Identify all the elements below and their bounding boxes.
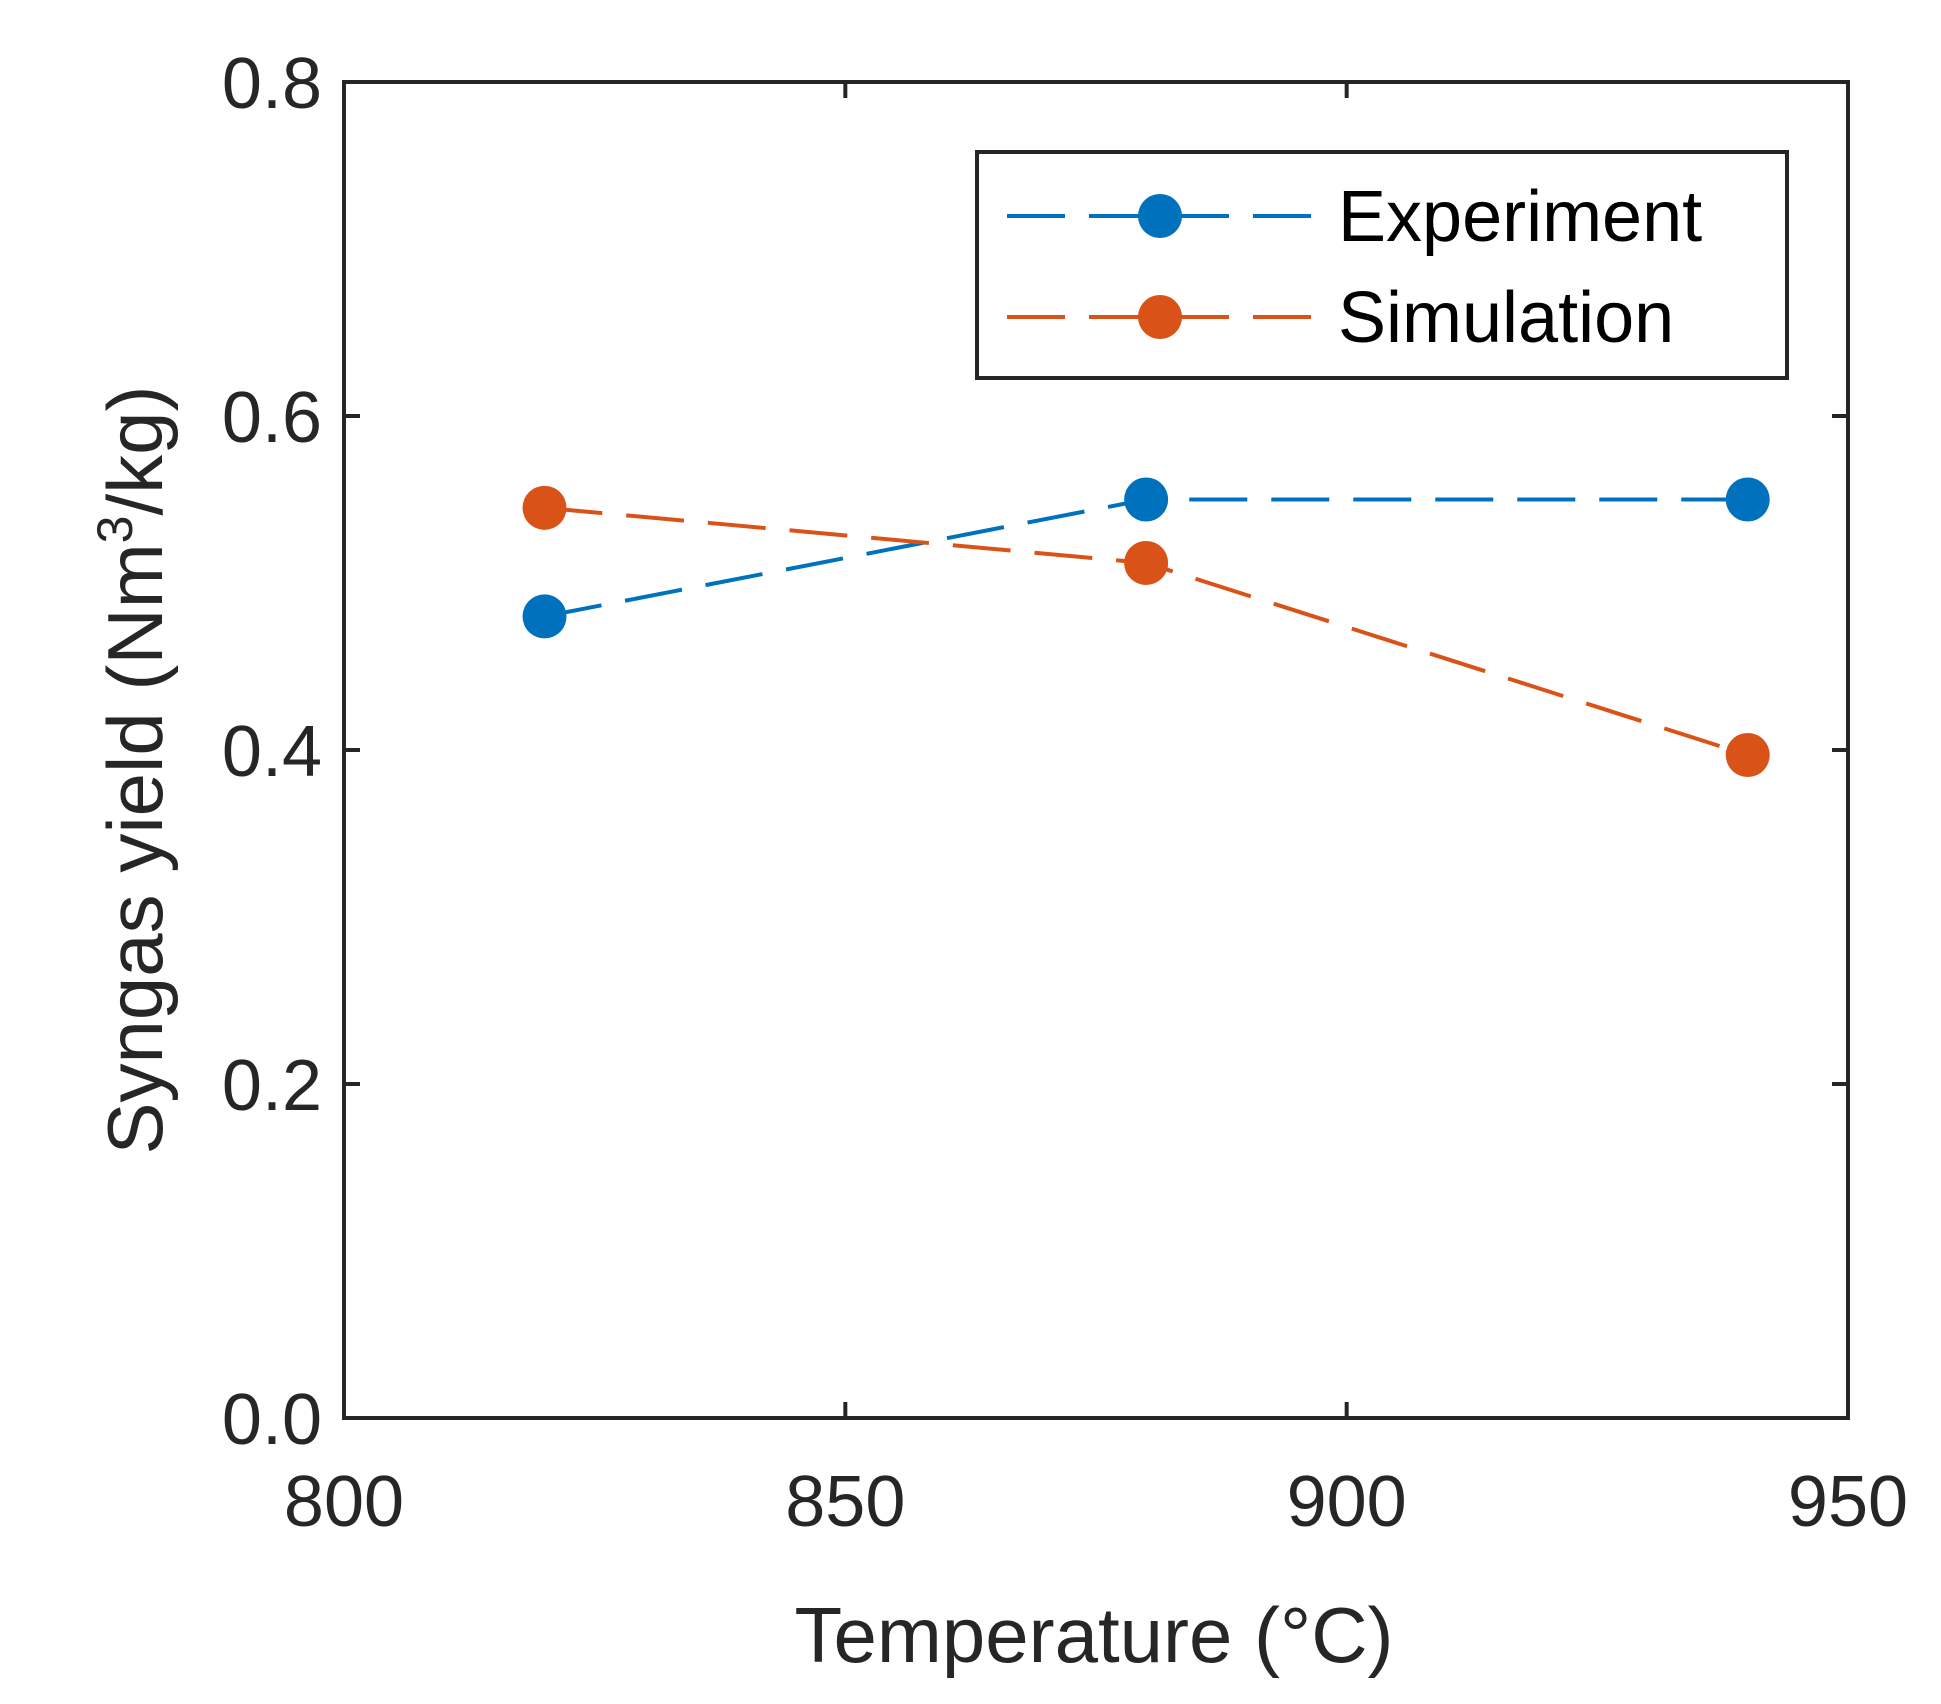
legend-box (975, 150, 1789, 380)
y-tick-label: 0.6 (222, 378, 322, 458)
legend: Experiment Simulation (975, 150, 1789, 380)
x-tick-labels: 800 850 900 950 (284, 1462, 1908, 1542)
simulation-data-point (1725, 733, 1770, 778)
legend-simulation-marker (1138, 295, 1182, 339)
y-tick-label: 0.4 (222, 712, 322, 792)
y-tick-label: 0.0 (222, 1380, 322, 1460)
x-tick-label: 800 (284, 1462, 404, 1542)
experiment-data-point (1725, 477, 1770, 522)
y-tick-label: 0.2 (222, 1046, 322, 1126)
plot-area-frame (342, 80, 1850, 1420)
legend-experiment-marker (1138, 194, 1182, 238)
x-axis-label: Temperature (°C) (794, 1591, 1393, 1679)
x-tick-label: 850 (785, 1462, 905, 1542)
y-axis-label-main: Syngas yield (Nm (91, 543, 179, 1154)
legend-entries: Experiment Simulation (1007, 177, 1702, 358)
x-tick-label: 950 (1788, 1462, 1908, 1542)
experiment-data-point (1124, 477, 1169, 522)
y-axis-label-superscript: 3 (87, 516, 143, 544)
series-layer (522, 477, 1770, 778)
y-tick-label: 0.8 (222, 44, 322, 124)
y-tick-labels: 0.0 0.2 0.4 0.6 0.8 (222, 44, 322, 1460)
simulation-data-point (1124, 540, 1169, 585)
simulation-data-point (522, 485, 567, 530)
experiment-data-point (522, 594, 567, 639)
y-axis-label: Syngas yield (Nm3/kg) (87, 385, 179, 1154)
legend-simulation-label: Simulation (1338, 278, 1674, 358)
y-axis-label-tail: /kg) (91, 385, 179, 515)
legend-experiment-label: Experiment (1338, 177, 1702, 257)
x-tick-label: 900 (1287, 1462, 1407, 1542)
